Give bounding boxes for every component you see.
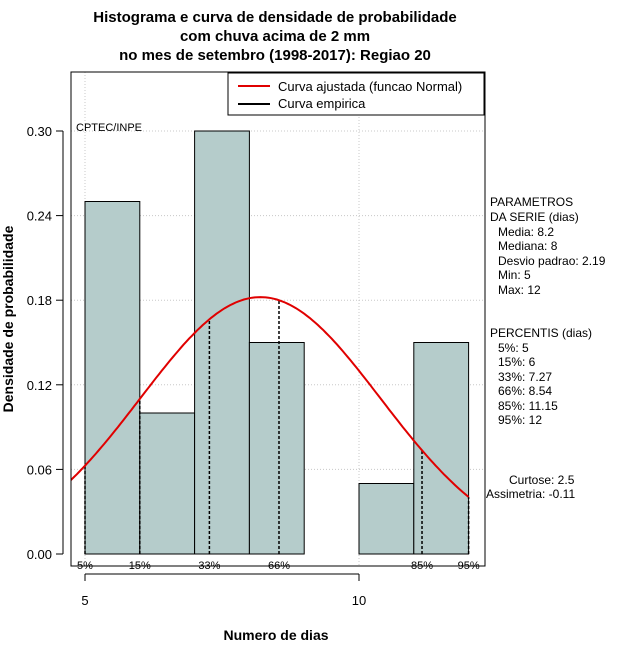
y-tick-label-0: 0.00 (27, 547, 52, 562)
x-tick-label-0: 5 (81, 593, 88, 608)
params-header-2: DA SERIE (dias) (490, 210, 579, 224)
percentil-15: 15%: 6 (498, 355, 536, 369)
y-tick-label-3: 0.18 (27, 293, 52, 308)
legend-empirical-label: Curva empirica (278, 96, 366, 111)
y-tick-label-1: 0.06 (27, 462, 52, 477)
percentil-85: 85%: 11.15 (498, 399, 558, 413)
side-panel: PARAMETROS DA SERIE (dias) Media: 8.2 Me… (486, 195, 606, 501)
param-desvio: Desvio padrao: 2.19 (498, 254, 606, 268)
chart-title-line-2: com chuva acima de 2 mm (180, 28, 370, 45)
y-axis: 0.00 0.06 0.12 0.18 0.24 0.30 (27, 124, 64, 562)
x-axis: 5 10 (81, 573, 366, 608)
chart-title-line-3: no mes de setembro (1998-2017): Regiao 2… (119, 47, 431, 64)
legend-box (227, 72, 485, 116)
chart-title-line-1: Histograma e curva de densidade de proba… (93, 9, 456, 26)
y-axis-label: Densidade de probabilidade (0, 225, 16, 412)
y-tick-label-4: 0.24 (27, 209, 52, 224)
legend: Curva ajustada (funcao Normal) Curva emp… (227, 72, 485, 116)
hist-bar-6 (413, 342, 470, 555)
hist-bar-3 (248, 342, 305, 555)
percentis-header: PERCENTIS (dias) (490, 326, 592, 340)
histogram-bars (84, 130, 470, 555)
normal-curve-group (71, 296, 470, 498)
watermark-cptec: CPTEC/INPE (76, 122, 142, 134)
percentil-33: 33%: 7.27 (498, 370, 552, 384)
hist-bar-1 (139, 412, 196, 555)
x-axis-label: Numero de dias (223, 627, 328, 643)
assimetria-value: Assimetria: -0.11 (486, 487, 575, 501)
param-max: Max: 12 (498, 283, 541, 297)
param-min: Min: 5 (498, 268, 531, 282)
plot-frame (70, 71, 486, 567)
legend-normal-label: Curva ajustada (funcao Normal) (278, 79, 462, 94)
hist-bar-2 (194, 130, 250, 555)
curtose-value: Curtose: 2.5 (509, 473, 575, 487)
hist-bar-5 (358, 483, 415, 555)
params-header-1: PARAMETROS (490, 195, 573, 209)
percentil-95: 95%: 12 (498, 413, 542, 427)
y-tick-label-5: 0.30 (27, 124, 52, 139)
percentil-5: 5%: 5 (498, 341, 529, 355)
param-media: Media: 8.2 (498, 225, 554, 239)
percentil-66: 66%: 8.54 (498, 384, 552, 398)
y-tick-label-2: 0.12 (27, 378, 52, 393)
hist-bar-0 (84, 201, 141, 555)
x-tick-label-1: 10 (352, 593, 366, 608)
normal-fit-curve (71, 296, 470, 498)
param-mediana: Mediana: 8 (498, 239, 558, 253)
